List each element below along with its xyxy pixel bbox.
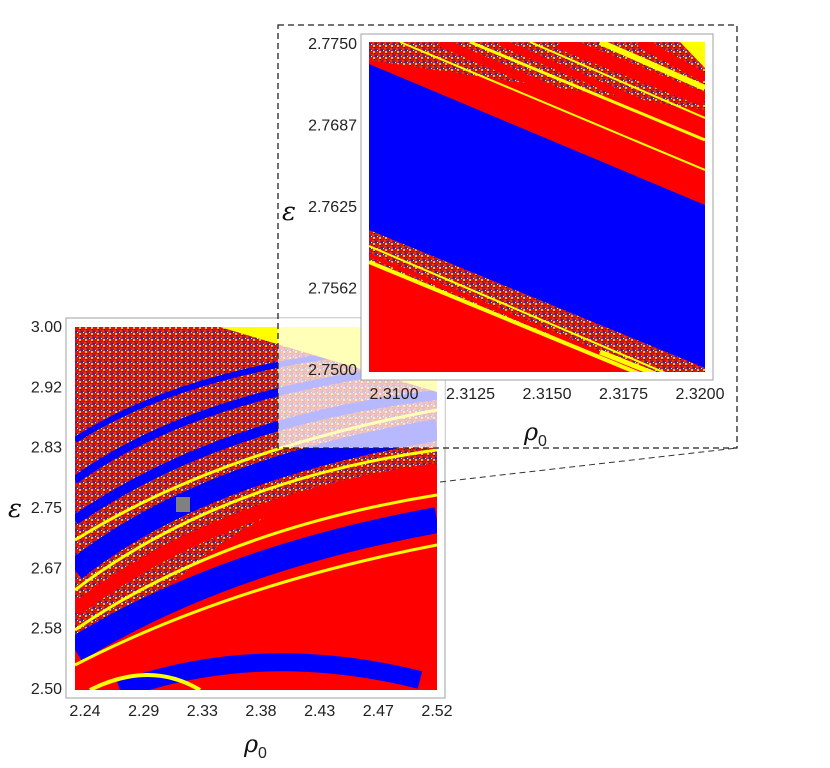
y-tick-label: 2.7562	[308, 281, 357, 298]
inset-dashed-box	[277, 24, 738, 449]
y-tick-label: 2.7687	[308, 118, 357, 135]
x-tick-label: 2.3125	[446, 386, 495, 403]
x-tick-label: 2.24	[69, 703, 100, 720]
inset-stripes	[369, 42, 705, 372]
inset-mixed-lower	[369, 230, 705, 372]
x-tick-label: 2.52	[421, 703, 452, 720]
main-x-label: ρ 0	[243, 730, 267, 762]
y-tick-label: 2.7750	[308, 36, 357, 53]
inset-yellow-corner	[680, 42, 705, 68]
x-tick-label: 2.3175	[599, 386, 648, 403]
y-tick-label: 2.75	[31, 500, 62, 517]
y-tick-label: 2.7625	[308, 199, 357, 216]
x-tick-label: 2.3150	[523, 386, 572, 403]
inset-x-label: ρ 0	[523, 418, 547, 450]
y-tick-label: 2.58	[31, 621, 62, 638]
svg-text:ρ: ρ	[243, 730, 258, 758]
connector-line	[439, 447, 738, 483]
main-y-label: ε	[8, 494, 22, 524]
y-tick-label: 3.00	[31, 319, 62, 336]
y-tick-label: 2.67	[31, 560, 62, 577]
x-tick-label: 2.38	[245, 703, 276, 720]
inset-plot-area	[369, 42, 705, 372]
inset-y-label: ε	[282, 197, 296, 227]
svg-text:ρ: ρ	[523, 418, 538, 446]
x-tick-label: 2.3200	[676, 386, 725, 403]
selection-marker	[176, 497, 190, 512]
y-tick-label: 2.50	[31, 681, 62, 698]
x-tick-label: 2.33	[187, 703, 218, 720]
svg-text:0: 0	[258, 745, 267, 762]
y-tick-label: 2.83	[31, 440, 62, 457]
x-tick-label: 2.29	[128, 703, 159, 720]
x-tick-label: 2.43	[304, 703, 335, 720]
svg-text:0: 0	[538, 433, 547, 450]
x-tick-label: 2.3100	[370, 386, 419, 403]
x-tick-label: 2.47	[363, 703, 394, 720]
inset-blue-band	[369, 64, 705, 368]
inset-basin-plot: 2.3100 2.3125 2.3150 2.3175 2.3200 2.7500 2.75…	[277, 24, 738, 483]
y-tick-label: 2.92	[31, 379, 62, 396]
y-tick-label: 2.7500	[308, 362, 357, 379]
